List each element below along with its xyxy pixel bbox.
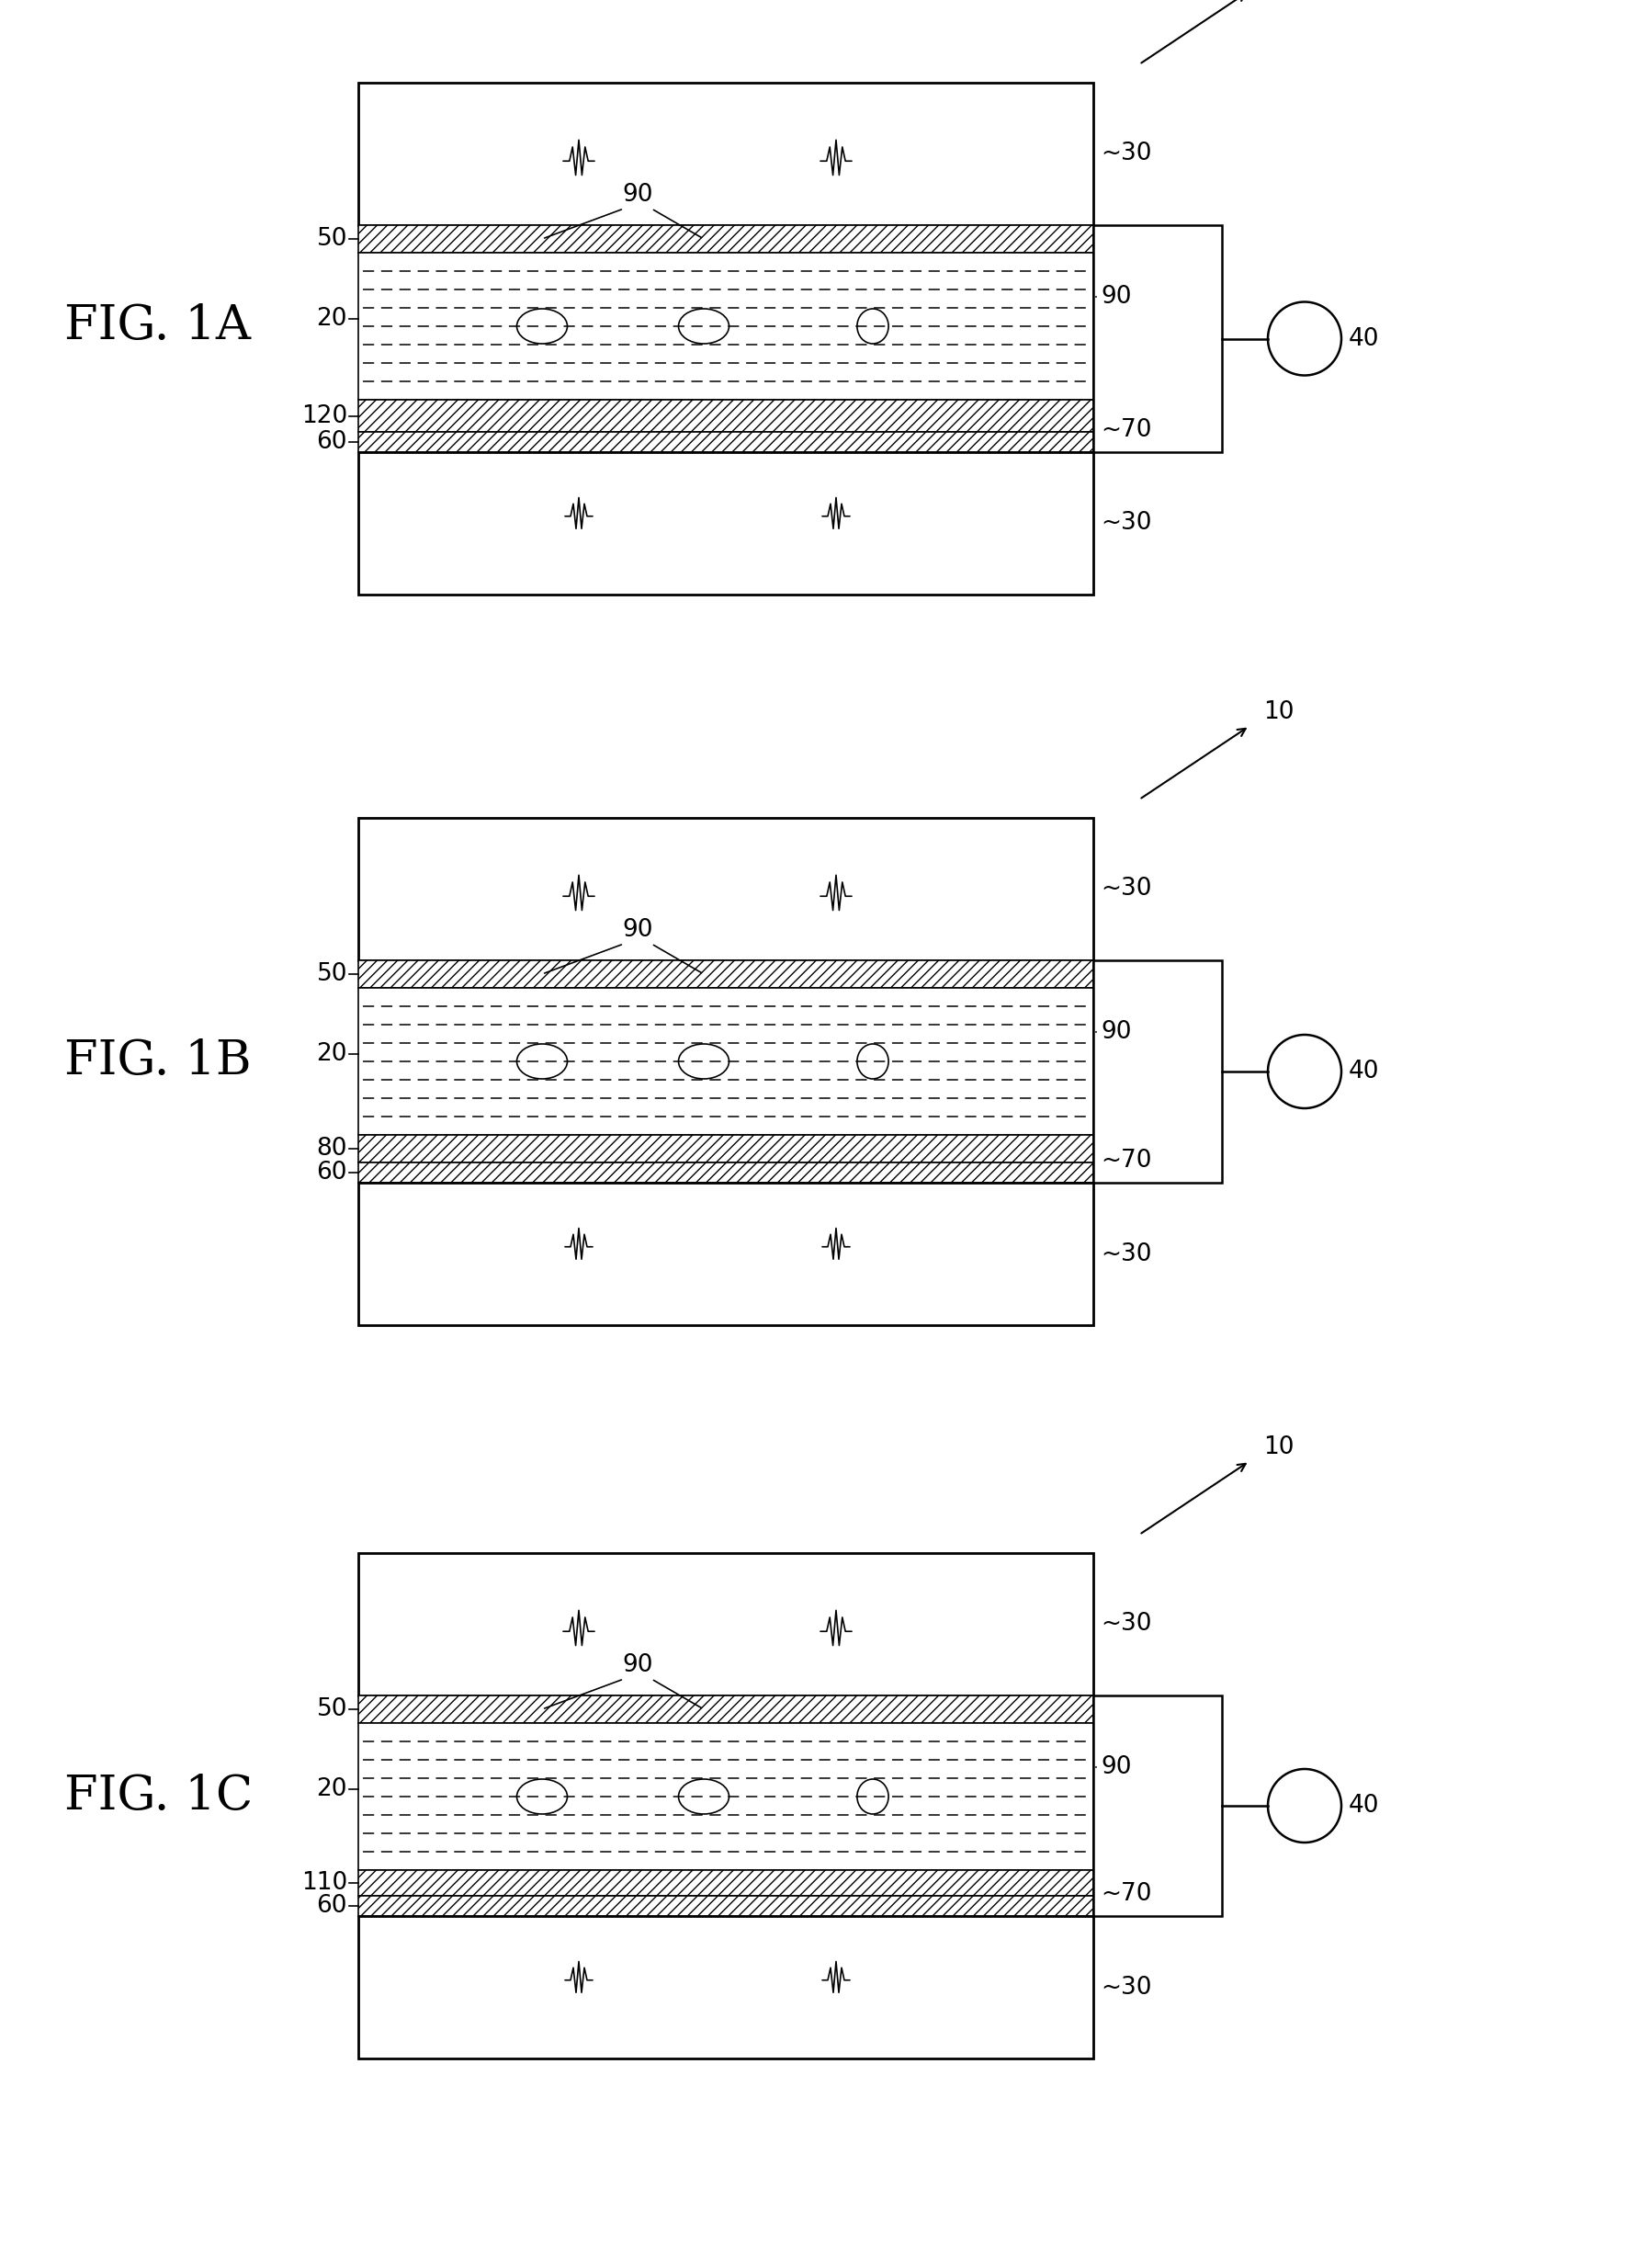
Text: ~30: ~30	[1101, 1243, 1151, 1266]
Text: ~30: ~30	[1101, 878, 1151, 900]
Text: 90: 90	[622, 919, 653, 941]
Ellipse shape	[516, 1043, 567, 1080]
Text: 60: 60	[316, 431, 347, 454]
Text: ~30: ~30	[1101, 143, 1151, 166]
Text: 10: 10	[1263, 1436, 1294, 1458]
Text: 10: 10	[1263, 701, 1294, 723]
Text: ~70: ~70	[1101, 1148, 1151, 1173]
Ellipse shape	[856, 1778, 889, 1814]
Text: 90: 90	[622, 1653, 653, 1676]
Bar	[358, 1896, 1094, 1916]
Text: FIG. 1B: FIG. 1B	[65, 1039, 251, 1084]
Text: 60: 60	[316, 1161, 347, 1184]
Text: ~30: ~30	[1101, 510, 1151, 535]
Text: 90: 90	[622, 184, 653, 206]
Ellipse shape	[856, 308, 889, 345]
Text: 90: 90	[1101, 286, 1131, 308]
Bar	[358, 1163, 1094, 1182]
Bar	[358, 1696, 1094, 1724]
Bar	[358, 1871, 1094, 1896]
Ellipse shape	[856, 1043, 889, 1080]
Text: FIG. 1C: FIG. 1C	[65, 1774, 252, 1819]
Text: 50: 50	[316, 227, 347, 252]
Text: ~30: ~30	[1101, 1975, 1151, 1998]
Text: ~70: ~70	[1101, 417, 1151, 442]
Text: 50: 50	[316, 962, 347, 987]
Text: 40: 40	[1348, 327, 1379, 352]
Text: 40: 40	[1348, 1794, 1379, 1817]
Circle shape	[1268, 1034, 1341, 1109]
Ellipse shape	[679, 1043, 729, 1080]
Text: 60: 60	[316, 1894, 347, 1919]
Bar	[358, 252, 1094, 399]
Ellipse shape	[516, 1778, 567, 1814]
Text: 40: 40	[1348, 1059, 1379, 1084]
Bar	[358, 1134, 1094, 1163]
Circle shape	[1268, 302, 1341, 376]
Bar	[358, 451, 1094, 594]
Text: 80: 80	[316, 1136, 347, 1161]
Bar	[358, 989, 1094, 1134]
Bar	[358, 399, 1094, 431]
Text: 20: 20	[316, 306, 347, 331]
Bar	[358, 225, 1094, 252]
Bar	[1094, 225, 1223, 451]
Text: ~30: ~30	[1101, 1613, 1151, 1635]
Bar	[358, 431, 1094, 451]
Text: 20: 20	[316, 1041, 347, 1066]
Text: 110: 110	[301, 1871, 347, 1894]
Bar	[358, 1554, 1094, 1696]
Text: 90: 90	[1101, 1755, 1131, 1778]
Text: 90: 90	[1101, 1021, 1131, 1043]
Text: 20: 20	[316, 1778, 347, 1801]
Bar	[358, 1724, 1094, 1871]
Bar	[358, 819, 1094, 959]
Bar	[358, 1182, 1094, 1325]
Ellipse shape	[516, 308, 567, 345]
Bar	[358, 959, 1094, 989]
Text: 120: 120	[301, 404, 347, 429]
Text: ~70: ~70	[1101, 1882, 1151, 1905]
Text: FIG. 1A: FIG. 1A	[65, 304, 251, 349]
Bar	[358, 1916, 1094, 2059]
Bar	[1094, 1696, 1223, 1916]
Bar	[1094, 959, 1223, 1182]
Circle shape	[1268, 1769, 1341, 1842]
Text: 50: 50	[316, 1696, 347, 1721]
Bar	[358, 82, 1094, 225]
Ellipse shape	[679, 308, 729, 345]
Ellipse shape	[679, 1778, 729, 1814]
